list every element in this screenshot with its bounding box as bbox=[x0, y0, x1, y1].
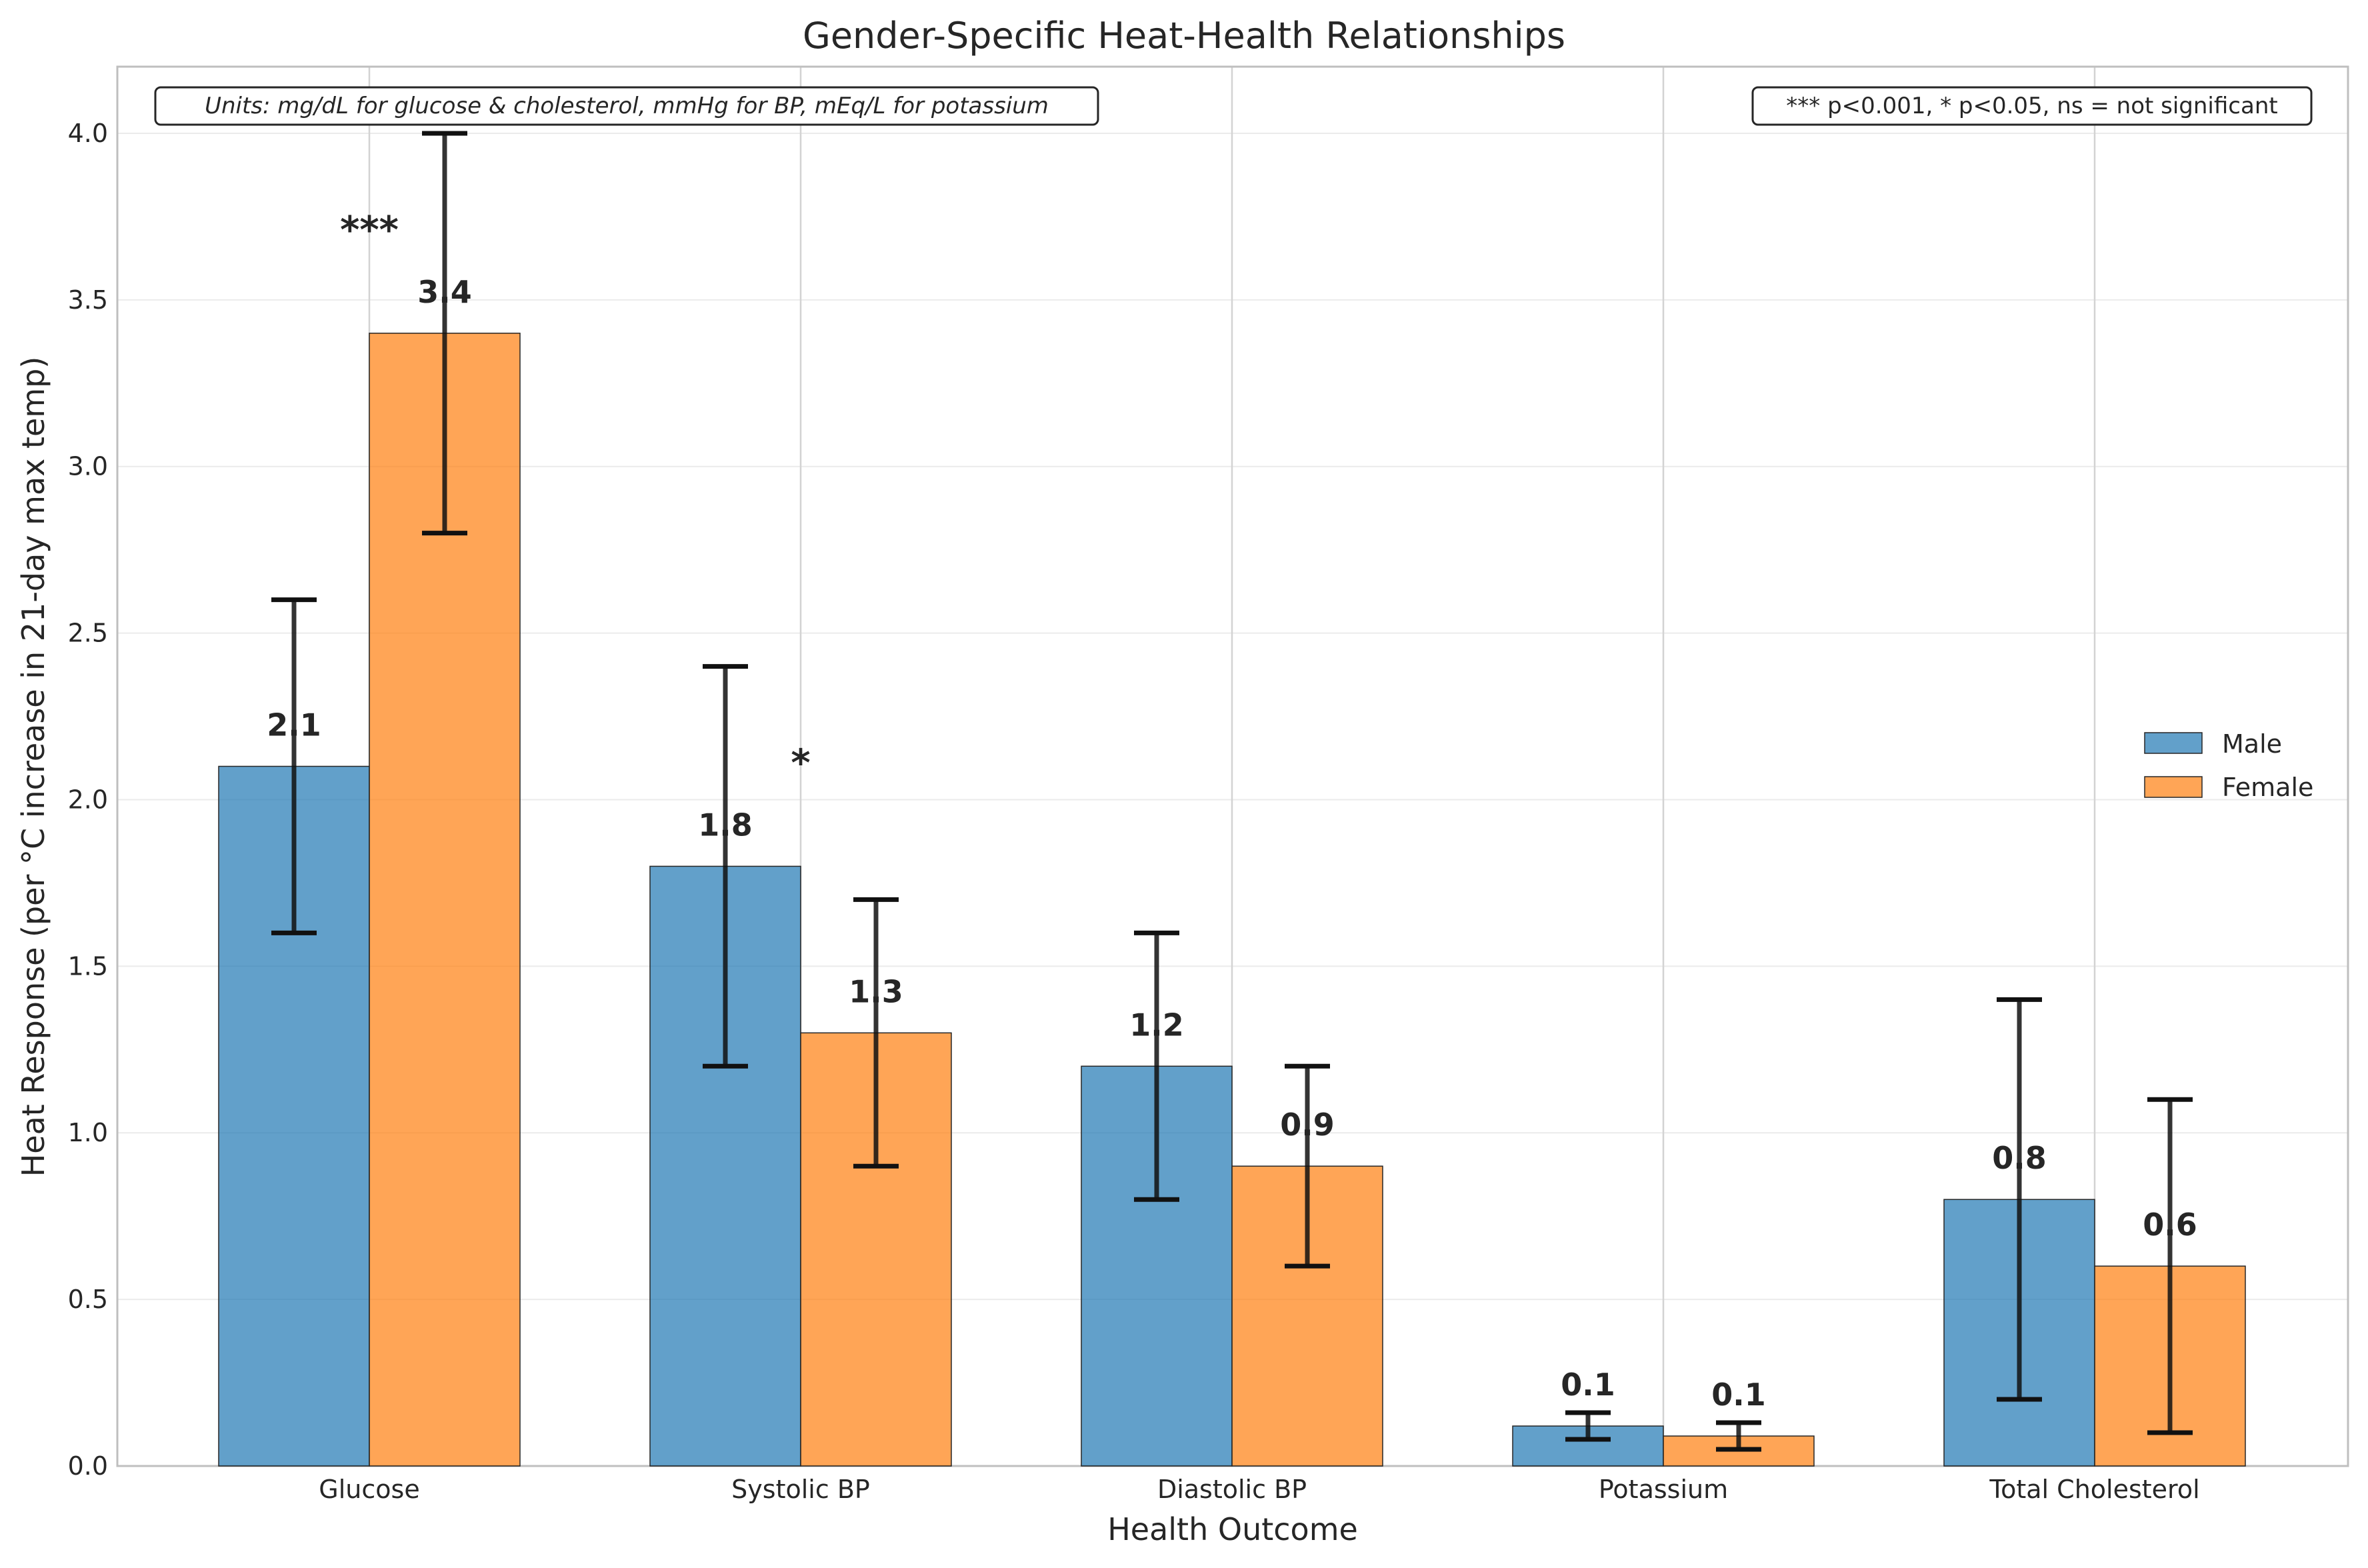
data-labels: 2.11.81.20.10.83.41.30.90.10.6**** bbox=[267, 209, 2197, 1413]
x-tick-label: Diastolic BP bbox=[1157, 1475, 1307, 1504]
x-tick-label: Systolic BP bbox=[731, 1475, 870, 1504]
y-tick-label: 0.5 bbox=[68, 1285, 108, 1314]
y-tick-label: 0.0 bbox=[68, 1451, 108, 1481]
y-axis-label: Heat Response (per °C increase in 21-day… bbox=[15, 357, 51, 1177]
y-tick-label: 3.0 bbox=[68, 452, 108, 481]
error-bar-female bbox=[2147, 1097, 2193, 1435]
error-bar-female bbox=[1716, 1420, 1761, 1452]
error-bar-male bbox=[271, 597, 317, 935]
y-tick-labels: 0.0 0.5 1.0 1.5 2.0 2.5 3.0 3.5 4.0 bbox=[68, 119, 108, 1481]
value-label-female: 3.4 bbox=[417, 274, 472, 310]
value-label-female: 1.3 bbox=[849, 973, 903, 1009]
value-label-male: 1.8 bbox=[698, 807, 753, 843]
value-label-male: 0.1 bbox=[1561, 1367, 1615, 1403]
error-bar-female bbox=[1285, 1063, 1330, 1269]
units-note-box: Units: mg/dL for glucose & cholesterol, … bbox=[154, 86, 1099, 126]
x-tick-label: Potassium bbox=[1599, 1475, 1728, 1504]
legend-swatch-male bbox=[2144, 732, 2203, 754]
x-tick-labels: Glucose Systolic BP Diastolic BP Potassium T… bbox=[319, 1475, 2199, 1504]
y-tick-label: 1.0 bbox=[68, 1118, 108, 1147]
value-label-male: 2.1 bbox=[267, 707, 321, 743]
y-tick-label: 2.5 bbox=[68, 619, 108, 648]
value-label-male: 0.8 bbox=[1992, 1140, 2047, 1176]
significance-marker: * bbox=[791, 742, 810, 785]
units-note: Units: mg/dL for glucose & cholesterol, … bbox=[205, 93, 1049, 119]
significance-note: *** p<0.001, * p<0.05, ns = not signific… bbox=[1786, 93, 2277, 119]
y-tick-label: 3.5 bbox=[68, 285, 108, 315]
legend: Male Female bbox=[2144, 729, 2313, 802]
error-bar-male bbox=[1134, 930, 1179, 1202]
error-bar-male bbox=[1997, 997, 2042, 1402]
y-tick-label: 4.0 bbox=[68, 119, 108, 148]
error-bar-male bbox=[703, 664, 748, 1069]
x-tick-label: Total Cholesterol bbox=[1989, 1475, 2199, 1504]
legend-label-female: Female bbox=[2222, 773, 2313, 802]
value-label-female: 0.6 bbox=[2143, 1207, 2197, 1243]
significance-note-box: *** p<0.001, * p<0.05, ns = not signific… bbox=[1751, 86, 2313, 126]
x-axis-label: Health Outcome bbox=[1107, 1511, 1358, 1547]
legend-label-male: Male bbox=[2222, 729, 2282, 759]
significance-marker: *** bbox=[340, 209, 399, 252]
error-bar-female bbox=[853, 897, 899, 1169]
value-label-female: 0.1 bbox=[1711, 1377, 1766, 1413]
x-tick-label: Glucose bbox=[319, 1475, 419, 1504]
value-label-female: 0.9 bbox=[1280, 1107, 1335, 1143]
legend-swatch-female bbox=[2144, 776, 2203, 798]
error-bar-male bbox=[1565, 1410, 1611, 1442]
value-label-male: 1.2 bbox=[1129, 1007, 1184, 1043]
chart-title: Gender-Specific Heat-Health Relationship… bbox=[803, 15, 1565, 57]
error-bar-female bbox=[422, 131, 467, 536]
y-tick-label: 1.5 bbox=[68, 951, 108, 981]
error-bars bbox=[271, 131, 2193, 1452]
y-tick-label: 2.0 bbox=[68, 785, 108, 814]
